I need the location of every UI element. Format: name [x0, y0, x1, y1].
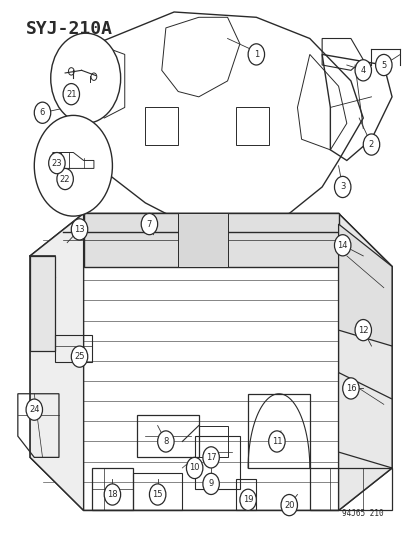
- Polygon shape: [178, 214, 227, 266]
- Polygon shape: [30, 256, 55, 351]
- Text: 3: 3: [339, 182, 344, 191]
- Circle shape: [71, 219, 88, 240]
- Circle shape: [202, 447, 219, 468]
- Text: 24: 24: [29, 405, 39, 414]
- Polygon shape: [30, 214, 83, 511]
- Circle shape: [334, 176, 350, 198]
- Circle shape: [34, 102, 51, 123]
- Circle shape: [71, 346, 88, 367]
- Circle shape: [34, 115, 112, 216]
- Text: 6: 6: [40, 108, 45, 117]
- Circle shape: [247, 44, 264, 65]
- Text: 19: 19: [242, 495, 253, 504]
- Circle shape: [149, 484, 166, 505]
- Circle shape: [280, 495, 297, 516]
- Text: 23: 23: [52, 159, 62, 167]
- Text: 14: 14: [337, 241, 347, 250]
- Text: 17: 17: [205, 453, 216, 462]
- Polygon shape: [338, 373, 391, 468]
- Text: SYJ-210A: SYJ-210A: [26, 20, 113, 38]
- Text: 21: 21: [66, 90, 76, 99]
- Polygon shape: [83, 214, 338, 266]
- Circle shape: [141, 214, 157, 235]
- Text: 2: 2: [368, 140, 373, 149]
- Circle shape: [49, 152, 65, 174]
- Text: 9: 9: [208, 479, 213, 488]
- Circle shape: [375, 54, 391, 76]
- Text: 16: 16: [345, 384, 355, 393]
- Text: 8: 8: [163, 437, 168, 446]
- Circle shape: [57, 168, 73, 190]
- Circle shape: [354, 60, 370, 81]
- Circle shape: [63, 84, 79, 105]
- Circle shape: [202, 473, 219, 495]
- Text: 15: 15: [152, 490, 162, 499]
- Circle shape: [186, 457, 202, 479]
- Circle shape: [239, 489, 256, 511]
- Circle shape: [354, 319, 370, 341]
- Text: 4: 4: [360, 66, 365, 75]
- Circle shape: [26, 399, 43, 420]
- Circle shape: [362, 134, 379, 155]
- Text: 10: 10: [189, 464, 199, 472]
- Polygon shape: [338, 214, 391, 511]
- Circle shape: [268, 431, 285, 452]
- Text: 7: 7: [146, 220, 152, 229]
- Text: 11: 11: [271, 437, 282, 446]
- Circle shape: [342, 378, 358, 399]
- Circle shape: [51, 33, 120, 123]
- Text: 25: 25: [74, 352, 85, 361]
- Text: 13: 13: [74, 225, 85, 234]
- Text: 20: 20: [283, 500, 294, 510]
- Circle shape: [157, 431, 174, 452]
- Circle shape: [104, 484, 120, 505]
- Text: 94J65 210: 94J65 210: [342, 510, 383, 519]
- Text: 22: 22: [60, 174, 70, 183]
- Text: 18: 18: [107, 490, 117, 499]
- Circle shape: [334, 235, 350, 256]
- Text: 12: 12: [357, 326, 368, 335]
- Text: 1: 1: [253, 50, 259, 59]
- Text: 5: 5: [380, 61, 385, 69]
- Polygon shape: [338, 224, 391, 346]
